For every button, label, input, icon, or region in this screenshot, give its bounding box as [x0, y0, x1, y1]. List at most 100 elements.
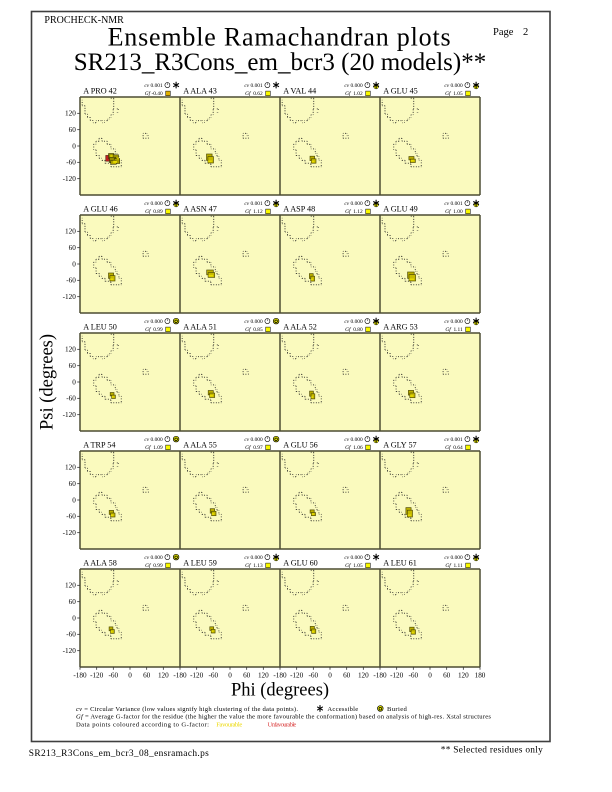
svg-text:A ALA 43: A ALA 43	[183, 86, 217, 95]
svg-text:A ASN 47: A ASN 47	[183, 204, 217, 213]
svg-text:A GLU 45: A GLU 45	[383, 86, 418, 95]
svg-text:cv 0.000: cv 0.000	[244, 319, 263, 325]
svg-text:Gf 1.09: Gf 1.09	[145, 444, 163, 451]
svg-text:0: 0	[328, 672, 332, 680]
svg-text:120: 120	[258, 672, 269, 680]
svg-text:Gf 0.99: Gf 0.99	[145, 562, 163, 569]
svg-text:cv 0.001: cv 0.001	[144, 83, 163, 89]
svg-text:180: 180	[475, 672, 486, 680]
svg-text:cv 0.000: cv 0.000	[344, 201, 363, 207]
svg-text:cv 0.000: cv 0.000	[144, 555, 163, 561]
svg-text:SR213_R3Cons_em_bcr3_08_ensram: SR213_R3Cons_em_bcr3_08_ensramach.ps	[29, 749, 209, 759]
svg-text:Psi (degrees): Psi (degrees)	[38, 334, 58, 430]
svg-text:Gf 0.64: Gf 0.64	[445, 444, 463, 451]
svg-text:A ALA 52: A ALA 52	[283, 322, 317, 331]
svg-text:-120: -120	[290, 672, 304, 680]
svg-text:cv 0.000: cv 0.000	[344, 437, 363, 443]
svg-text:120: 120	[65, 582, 76, 590]
svg-text:-120: -120	[190, 672, 204, 680]
svg-text:0: 0	[128, 672, 132, 680]
svg-text:Ensemble Ramachandran plots: Ensemble Ramachandran plots	[108, 23, 451, 52]
svg-text:PROCHECK-NMR: PROCHECK-NMR	[44, 15, 124, 26]
svg-text:cv 0.000: cv 0.000	[144, 437, 163, 443]
svg-text:-180: -180	[73, 672, 87, 680]
svg-text:Unfavourable: Unfavourable	[268, 721, 297, 728]
svg-text:0: 0	[72, 614, 76, 622]
svg-text:-180: -180	[173, 672, 187, 680]
svg-text:A PRO 42: A PRO 42	[83, 86, 117, 95]
svg-text:-60: -60	[66, 631, 76, 639]
svg-text:0: 0	[428, 672, 432, 680]
svg-text:Gf 1.13: Gf 1.13	[245, 562, 263, 569]
svg-text:A LEU 61: A LEU 61	[383, 558, 417, 567]
svg-text:-180: -180	[273, 672, 287, 680]
svg-text:Gf 1.00: Gf 1.00	[445, 208, 463, 215]
svg-text:cv 0.000: cv 0.000	[244, 555, 263, 561]
svg-text:A LEU 50: A LEU 50	[83, 322, 117, 331]
svg-text:A ALA 55: A ALA 55	[183, 440, 217, 449]
svg-text:Gf 1.11: Gf 1.11	[445, 562, 463, 569]
svg-text:SR213_R3Cons_em_bcr3 (20 model: SR213_R3Cons_em_bcr3 (20 models)**	[74, 49, 487, 76]
svg-text:Page: Page	[493, 27, 514, 38]
svg-text:-120: -120	[63, 175, 77, 183]
svg-text:Gf = Average G-factor for the: Gf = Average G-factor for the residue (t…	[76, 714, 491, 721]
svg-text:-60: -60	[66, 159, 76, 167]
svg-text:0: 0	[72, 496, 76, 504]
svg-text:A LEU 59: A LEU 59	[183, 558, 217, 567]
svg-text:Gf 1.12: Gf 1.12	[245, 208, 263, 215]
svg-text:Gf 0.80: Gf 0.80	[345, 326, 363, 333]
svg-text:Gf 1.12: Gf 1.12	[345, 208, 363, 215]
svg-text:cv 0.000: cv 0.000	[244, 437, 263, 443]
svg-text:Gf -0.40: Gf -0.40	[145, 90, 163, 97]
svg-text:120: 120	[158, 672, 169, 680]
svg-text:0: 0	[72, 260, 76, 268]
svg-text:cv 0.000: cv 0.000	[344, 83, 363, 89]
svg-text:-60: -60	[66, 277, 76, 285]
svg-text:cv 0.001: cv 0.001	[244, 83, 263, 89]
svg-text:120: 120	[358, 672, 369, 680]
svg-text:Gf 0.99: Gf 0.99	[145, 326, 163, 333]
svg-text:60: 60	[143, 672, 151, 680]
svg-text:cv 0.000: cv 0.000	[144, 201, 163, 207]
svg-text:-120: -120	[63, 411, 77, 419]
svg-text:A GLU 46: A GLU 46	[83, 204, 118, 213]
svg-text:60: 60	[69, 244, 77, 252]
svg-text:cv 0.001: cv 0.001	[444, 201, 463, 207]
svg-text:-60: -60	[409, 672, 419, 680]
svg-text:Gf 0.97: Gf 0.97	[245, 444, 263, 451]
svg-text:cv 0.000: cv 0.000	[444, 83, 463, 89]
svg-text:Gf 1.06: Gf 1.06	[345, 444, 363, 451]
svg-text:A GLU 49: A GLU 49	[383, 204, 418, 213]
svg-text:Gf 1.02: Gf 1.02	[345, 90, 363, 97]
svg-text:cv 0.000: cv 0.000	[344, 555, 363, 561]
svg-text:120: 120	[65, 346, 76, 354]
svg-text:0: 0	[228, 672, 232, 680]
svg-text:Buried: Buried	[387, 706, 408, 713]
svg-text:-120: -120	[63, 293, 77, 301]
svg-text:Gf 1.05: Gf 1.05	[445, 90, 463, 97]
svg-text:-120: -120	[63, 529, 77, 537]
svg-text:-180: -180	[373, 672, 387, 680]
svg-text:60: 60	[243, 672, 251, 680]
svg-text:Favourable: Favourable	[216, 721, 242, 728]
svg-text:A GLU 60: A GLU 60	[283, 558, 318, 567]
svg-text:A ASP 48: A ASP 48	[283, 204, 315, 213]
svg-text:60: 60	[69, 362, 77, 370]
svg-text:Gf 1.05: Gf 1.05	[345, 562, 363, 569]
svg-text:Gf 0.62: Gf 0.62	[245, 90, 263, 97]
svg-text:60: 60	[69, 480, 77, 488]
svg-text:120: 120	[65, 228, 76, 236]
svg-text:120: 120	[458, 672, 469, 680]
svg-text:-120: -120	[63, 647, 77, 655]
svg-text:Gf 0.85: Gf 0.85	[245, 326, 263, 333]
svg-text:Data points coloured according: Data points coloured according to G-fact…	[76, 721, 209, 728]
svg-text:cv 0.000: cv 0.000	[144, 319, 163, 325]
svg-text:cv 0.000: cv 0.000	[344, 319, 363, 325]
svg-text:60: 60	[69, 598, 77, 606]
svg-text:cv 0.001: cv 0.001	[244, 201, 263, 207]
svg-text:-60: -60	[66, 513, 76, 521]
svg-text:60: 60	[343, 672, 351, 680]
svg-text:2: 2	[523, 27, 528, 38]
svg-text:-120: -120	[390, 672, 404, 680]
svg-text:cv 0.000: cv 0.000	[444, 555, 463, 561]
